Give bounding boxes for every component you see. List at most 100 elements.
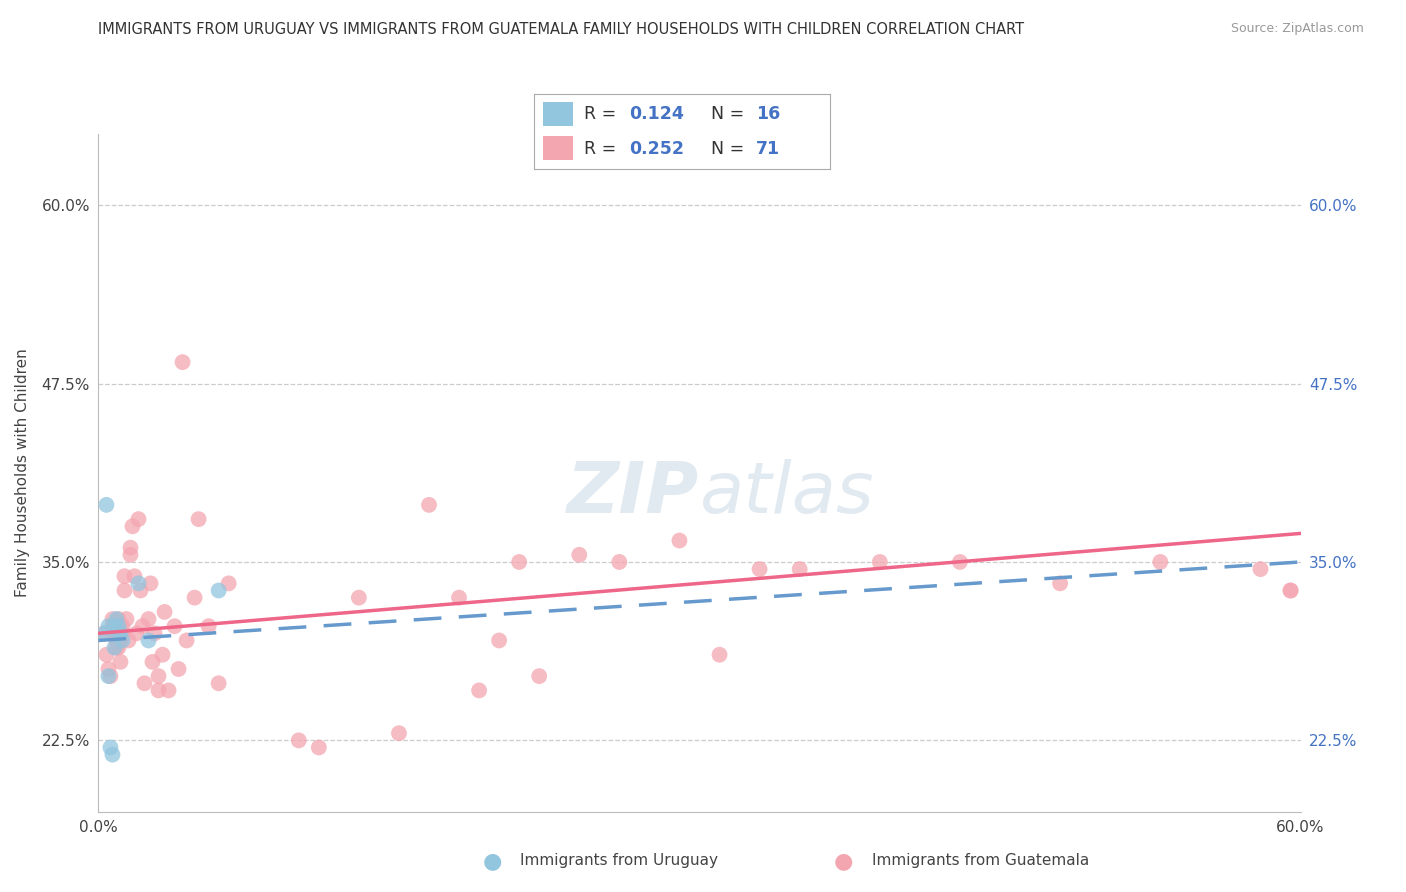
- Bar: [543, 102, 572, 127]
- Point: [1279, 583, 1302, 598]
- Text: ●: ●: [482, 851, 502, 871]
- Point: [152, 648, 174, 662]
- Point: [418, 498, 440, 512]
- Point: [143, 626, 166, 640]
- Point: [508, 555, 530, 569]
- Text: IMMIGRANTS FROM URUGUAY VS IMMIGRANTS FROM GUATEMALA FAMILY HOUSEHOLDS WITH CHIL: IMMIGRANTS FROM URUGUAY VS IMMIGRANTS FR…: [98, 22, 1025, 37]
- Point: [1250, 562, 1272, 576]
- Point: [120, 541, 142, 555]
- Point: [141, 655, 163, 669]
- Point: [103, 640, 125, 655]
- Point: [869, 555, 891, 569]
- Point: [157, 683, 180, 698]
- Point: [197, 619, 219, 633]
- Point: [208, 676, 231, 690]
- Point: [100, 740, 122, 755]
- Text: 16: 16: [756, 105, 780, 123]
- Point: [111, 626, 134, 640]
- Point: [110, 633, 132, 648]
- Text: atlas: atlas: [700, 458, 875, 527]
- Point: [107, 619, 129, 633]
- Point: [138, 612, 160, 626]
- Text: R =: R =: [585, 105, 623, 123]
- Point: [609, 555, 631, 569]
- Point: [128, 512, 150, 526]
- Text: ZIP: ZIP: [567, 458, 700, 527]
- Point: [111, 619, 134, 633]
- Point: [208, 583, 231, 598]
- Point: [111, 633, 134, 648]
- Point: [1049, 576, 1071, 591]
- Text: 0.252: 0.252: [628, 140, 683, 158]
- Point: [120, 548, 142, 562]
- Point: [107, 612, 129, 626]
- Point: [105, 612, 128, 626]
- Point: [668, 533, 690, 548]
- Point: [139, 576, 162, 591]
- Point: [103, 619, 125, 633]
- Text: ●: ●: [834, 851, 853, 871]
- Point: [529, 669, 551, 683]
- Point: [1279, 583, 1302, 598]
- Point: [115, 612, 138, 626]
- Point: [288, 733, 311, 747]
- Point: [114, 569, 136, 583]
- Point: [176, 633, 198, 648]
- Point: [148, 683, 170, 698]
- Point: [187, 512, 209, 526]
- Point: [447, 591, 470, 605]
- Point: [748, 562, 770, 576]
- Point: [1149, 555, 1171, 569]
- Point: [568, 548, 591, 562]
- Point: [183, 591, 205, 605]
- Point: [110, 626, 132, 640]
- Point: [789, 562, 811, 576]
- Point: [97, 669, 120, 683]
- Point: [101, 619, 124, 633]
- Text: Immigrants from Guatemala: Immigrants from Guatemala: [872, 854, 1090, 868]
- Text: Source: ZipAtlas.com: Source: ZipAtlas.com: [1230, 22, 1364, 36]
- Point: [103, 626, 125, 640]
- Point: [110, 655, 132, 669]
- Text: Immigrants from Uruguay: Immigrants from Uruguay: [520, 854, 718, 868]
- Point: [107, 640, 129, 655]
- Point: [121, 519, 143, 533]
- Point: [105, 633, 128, 648]
- Point: [388, 726, 411, 740]
- Point: [218, 576, 240, 591]
- Bar: [543, 136, 572, 161]
- Point: [148, 669, 170, 683]
- Point: [709, 648, 731, 662]
- Point: [949, 555, 972, 569]
- Point: [101, 612, 124, 626]
- Point: [129, 583, 152, 598]
- Point: [153, 605, 176, 619]
- Text: 71: 71: [756, 140, 780, 158]
- Text: N =: N =: [711, 140, 751, 158]
- Point: [131, 619, 153, 633]
- Text: 0.124: 0.124: [628, 105, 683, 123]
- Point: [97, 662, 120, 676]
- Point: [138, 633, 160, 648]
- Point: [134, 676, 156, 690]
- Y-axis label: Family Households with Children: Family Households with Children: [15, 349, 31, 597]
- Point: [167, 662, 190, 676]
- Point: [488, 633, 510, 648]
- Point: [163, 619, 186, 633]
- Point: [107, 626, 129, 640]
- Point: [105, 640, 128, 655]
- Point: [117, 633, 139, 648]
- Point: [101, 747, 124, 762]
- Point: [468, 683, 491, 698]
- Point: [347, 591, 370, 605]
- Point: [308, 740, 330, 755]
- Point: [93, 626, 115, 640]
- Point: [107, 619, 129, 633]
- Text: N =: N =: [711, 105, 751, 123]
- Point: [97, 619, 120, 633]
- Point: [128, 576, 150, 591]
- Point: [93, 626, 115, 640]
- Text: R =: R =: [585, 140, 623, 158]
- Point: [100, 669, 122, 683]
- Point: [96, 648, 118, 662]
